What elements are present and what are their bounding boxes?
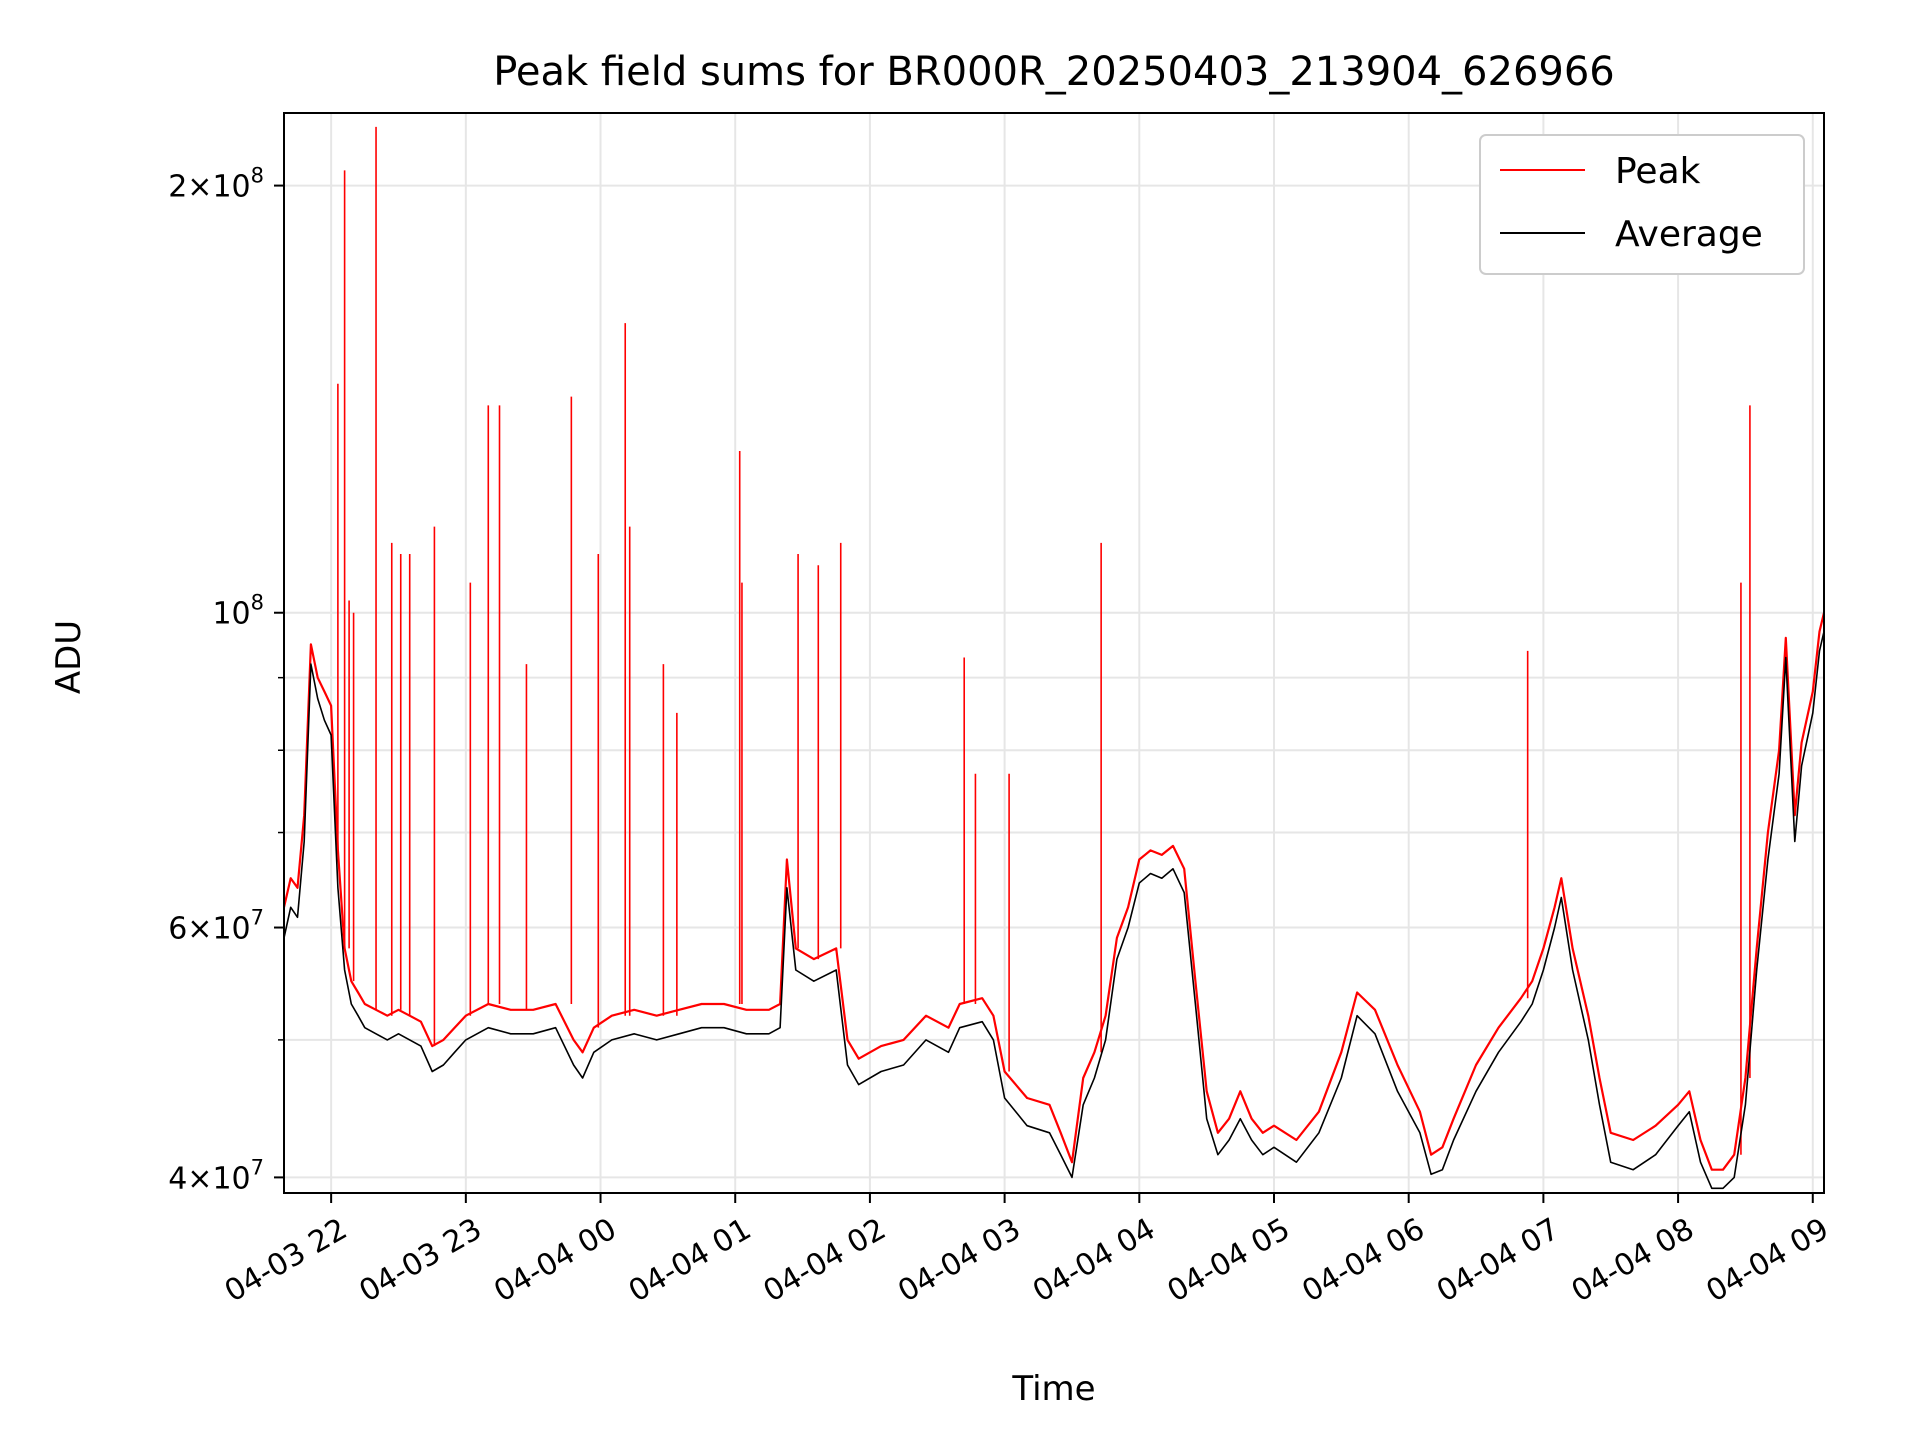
- legend: Peak Average: [1479, 134, 1805, 275]
- legend-label-average: Average: [1615, 214, 1763, 255]
- series-line-average: [284, 631, 1824, 1190]
- y-tick-label: 108: [212, 591, 264, 632]
- y-axis-label: ADU: [49, 620, 89, 694]
- y-tick-label: 2×108: [168, 164, 264, 205]
- x-axis-label: Time: [1011, 1369, 1095, 1409]
- y-tick-label: 6×107: [168, 906, 264, 947]
- plot-frame: [283, 112, 1825, 1194]
- grid: [284, 113, 1824, 1193]
- series-line-peak: [284, 612, 1824, 1171]
- y-axis: 2×108 108 6×107 4×107: [168, 164, 284, 1196]
- y-tick-label: 4×107: [168, 1155, 264, 1196]
- chart-title: Peak field sums for BR000R_20250403_2139…: [493, 49, 1615, 95]
- plot-area: [284, 126, 1824, 1190]
- legend-label-peak: Peak: [1615, 151, 1701, 192]
